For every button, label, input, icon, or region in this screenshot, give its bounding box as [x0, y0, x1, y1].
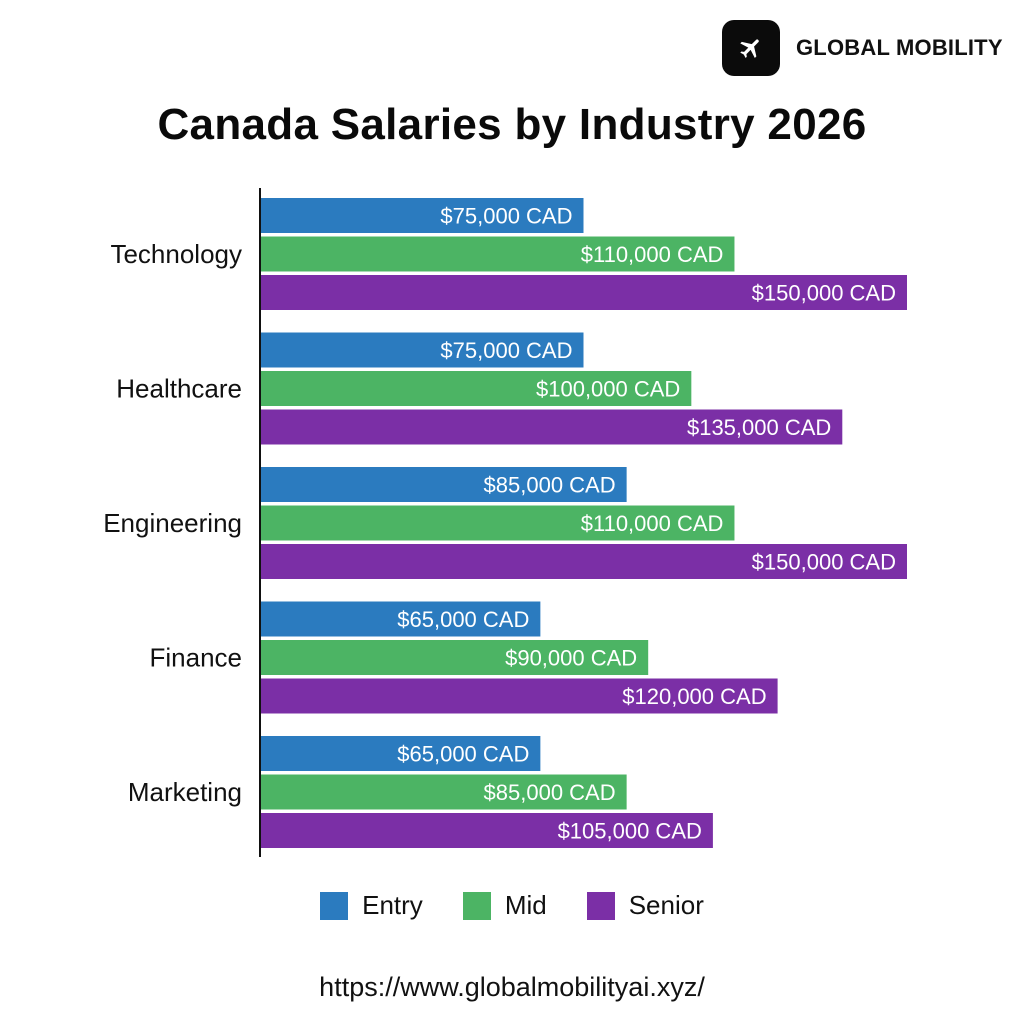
bar-finance-mid [260, 640, 649, 675]
bar-value-label: $100,000 CAD [536, 377, 680, 402]
bar-value-label: $65,000 CAD [397, 742, 529, 767]
legend-swatch [586, 891, 615, 920]
bar-engineering-senior [260, 544, 907, 579]
bar-value-label: $65,000 CAD [397, 607, 529, 632]
bar-finance-senior [260, 678, 778, 714]
brand: GLOBAL MOBILITY [722, 20, 1003, 76]
legend-swatch [320, 891, 349, 920]
bar-value-label: $110,000 CAD [581, 242, 724, 267]
airplane-icon [722, 20, 780, 76]
bar-value-label: $105,000 CAD [558, 819, 702, 844]
bar-value-label: $150,000 CAD [752, 281, 896, 306]
bar-value-label: $150,000 CAD [752, 550, 896, 575]
bar-marketing-senior [260, 813, 713, 848]
bar-technology-entry [260, 198, 584, 233]
legend-label: Mid [504, 890, 547, 920]
category-label-technology: Technology [110, 239, 242, 269]
bar-healthcare-senior [260, 409, 843, 445]
bar-value-label: $75,000 CAD [440, 204, 572, 229]
bar-engineering-entry [260, 467, 627, 502]
chart-legend: Entry Mid Senior [0, 890, 1024, 921]
bar-healthcare-mid [260, 371, 692, 406]
bar-technology-mid [260, 236, 735, 272]
legend-item-senior: Senior [586, 890, 704, 921]
legend-label: Senior [628, 890, 704, 920]
category-label-healthcare: Healthcare [116, 374, 242, 404]
bar-marketing-entry [260, 736, 541, 771]
bar-value-label: $75,000 CAD [440, 338, 572, 363]
bar-finance-entry [260, 601, 541, 637]
legend-item-entry: Entry [320, 890, 423, 921]
bar-healthcare-entry [260, 332, 584, 368]
bar-technology-senior [260, 275, 907, 310]
category-label-marketing: Marketing [128, 777, 242, 807]
bar-value-label: $120,000 CAD [622, 684, 766, 709]
footer-url[interactable]: https://www.globalmobilityai.xyz/ [319, 972, 705, 1002]
legend-swatch [462, 891, 491, 920]
bar-value-label: $110,000 CAD [581, 511, 724, 536]
bar-value-label: $90,000 CAD [505, 646, 637, 671]
brand-name: GLOBAL MOBILITY [796, 35, 1003, 60]
chart-title: Canada Salaries by Industry 2026 [157, 100, 867, 149]
bar-value-label: $135,000 CAD [687, 415, 831, 440]
bar-marketing-mid [260, 774, 627, 810]
bar-engineering-mid [260, 505, 735, 541]
bar-value-label: $85,000 CAD [484, 473, 616, 498]
category-label-finance: Finance [150, 643, 243, 673]
legend-item-mid: Mid [462, 890, 547, 921]
legend-label: Entry [362, 890, 423, 920]
bar-value-label: $85,000 CAD [484, 780, 616, 805]
category-label-engineering: Engineering [103, 508, 242, 538]
